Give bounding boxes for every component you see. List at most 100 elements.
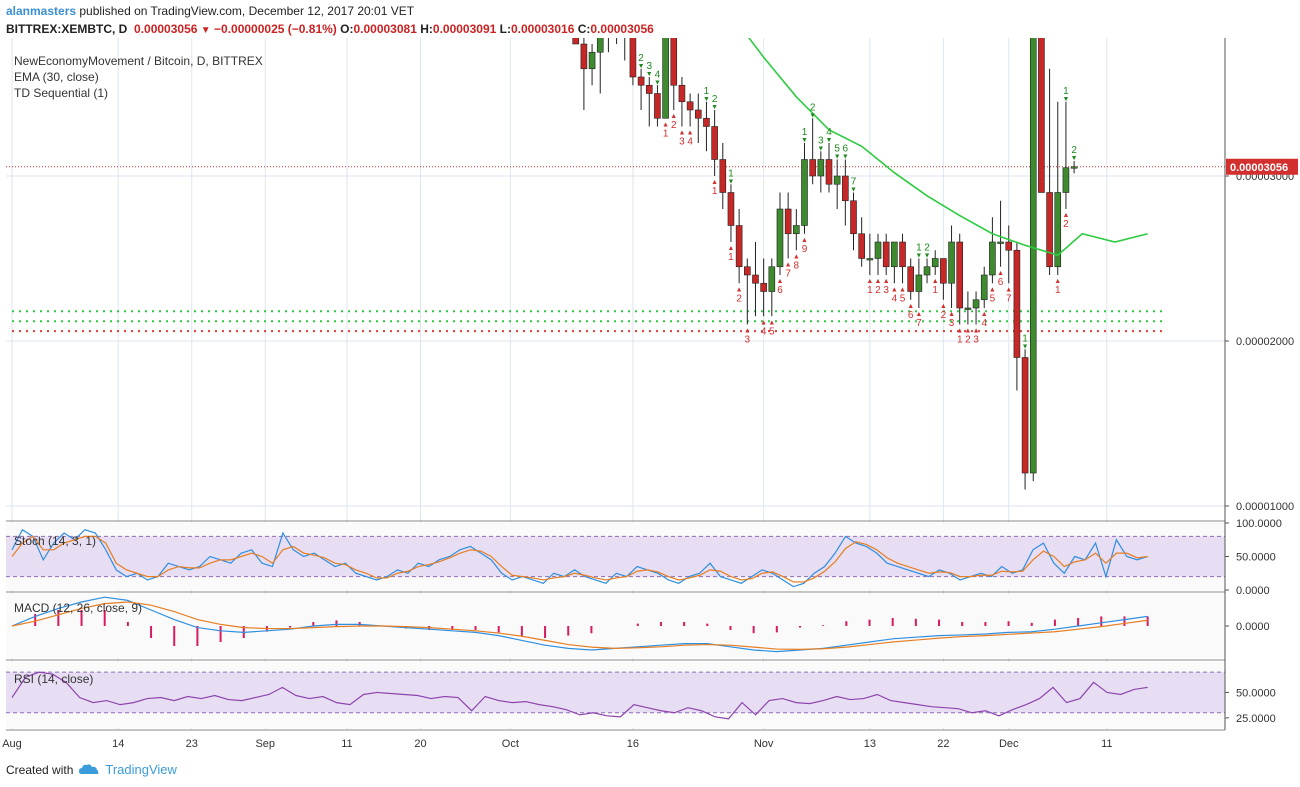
td-count-up: 3: [646, 61, 652, 72]
candle-body: [972, 299, 980, 309]
td-arrow-up-icon: ▲: [915, 311, 922, 318]
td-count-down: 3: [883, 285, 889, 296]
td-count-down: 2: [965, 335, 971, 346]
td-count-down: 1: [712, 186, 718, 197]
td-arrow-up-icon: ▲: [785, 262, 792, 269]
low-label: L:: [499, 22, 511, 36]
td-count-up: 1: [1022, 333, 1028, 344]
td-count-down: 4: [981, 318, 987, 329]
td-arrow-down-icon: ▼: [809, 112, 816, 119]
td-count-up: 1: [728, 168, 734, 179]
support-resistance-levels: [6, 166, 1225, 333]
td-arrow-down-icon: ▼: [915, 253, 922, 260]
td-count-up: 3: [818, 135, 824, 146]
ema-line: [748, 38, 1148, 257]
td-count-down: 9: [548, 38, 554, 40]
td-arrow-down-icon: ▼: [727, 178, 734, 185]
author-link[interactable]: alanmasters: [6, 4, 77, 18]
last-price: 0.00003056: [134, 22, 198, 36]
candle-body: [882, 241, 890, 268]
x-tick-label: 14: [112, 738, 124, 750]
candle-body: [686, 101, 694, 111]
candle-body: [931, 258, 939, 268]
ema-legend: EMA (30, close): [14, 70, 99, 84]
td-arrow-down-icon: ▼: [834, 154, 841, 161]
td-arrow-down-icon: ▼: [646, 71, 653, 78]
td-count-down: 7: [916, 318, 922, 329]
td-arrow-up-icon: ▲: [883, 278, 890, 285]
candle-body: [588, 51, 596, 70]
candle-body: [670, 38, 678, 86]
td-count-down: 9: [802, 244, 808, 255]
td-arrow-up-icon: ▲: [801, 237, 808, 244]
candle-body: [1021, 357, 1029, 474]
x-tick-label: Aug: [2, 738, 22, 750]
td-count-down: 3: [949, 318, 955, 329]
candle-body: [662, 38, 669, 119]
td-count-down: 1: [1055, 285, 1061, 296]
footer: Created with TradingView: [6, 762, 177, 777]
tradingview-link[interactable]: TradingView: [105, 762, 177, 777]
td-count-down: 1: [957, 335, 963, 346]
td-count-down: 5: [769, 326, 775, 337]
legends: NewEconomyMovement / Bitcoin, D, BITTREX…: [14, 54, 263, 686]
td-count-down: 1: [663, 128, 669, 139]
y-tick-label: 50.0000: [1236, 687, 1276, 699]
td-count-up: 2: [924, 243, 930, 254]
candle-body: [645, 84, 653, 94]
y-tick-label: 0.0000: [1236, 585, 1270, 597]
td-count-down: 3: [745, 335, 751, 346]
td-arrow-down-icon: ▼: [817, 145, 824, 152]
td-arrow-up-icon: ▲: [736, 286, 743, 293]
last-price-label: 0.00003056: [1230, 162, 1288, 174]
candle-body: [694, 109, 702, 119]
candle-body: [858, 233, 865, 259]
td-count-down: 2: [875, 285, 881, 296]
td-count-down: 1: [728, 252, 734, 263]
candle-body: [760, 282, 767, 292]
candle-body: [580, 43, 588, 70]
candle-body: [866, 258, 874, 261]
candle-body: [1029, 38, 1037, 474]
td-count-down: 2: [941, 310, 947, 321]
candle-body: [1005, 241, 1013, 251]
chart-canvas[interactable]: 1 ▼2 ▼3 ▼4 ▼5 ▼1 ▼1 ▼2 ▼9 ▼1 ▼2 ▼1 ▼2 ▼3…: [0, 38, 1300, 756]
td-arrow-down-icon: ▼: [638, 63, 645, 70]
ohlc-line: BITTREX:XEMBTC, D 0.00003056 ▼ −0.000000…: [6, 22, 654, 36]
indicator-panels: [6, 523, 1225, 728]
candle-body: [948, 241, 955, 284]
candle-body: [719, 159, 727, 193]
td-arrow-up-icon: ▲: [777, 278, 784, 285]
candle-body: [907, 266, 915, 292]
td-arrow-down-icon: ▼: [1022, 343, 1029, 350]
indicator-line: [11, 601, 1148, 650]
td-count-up: 1: [1063, 86, 1069, 97]
td-count-down: 2: [1063, 219, 1069, 230]
candle-body: [654, 93, 661, 119]
y-tick-label: 25.0000: [1236, 713, 1276, 725]
candle-body: [801, 159, 808, 226]
rsi-title: RSI (14, close): [14, 672, 93, 686]
td-arrow-up-icon: ▲: [727, 245, 734, 252]
td-arrow-up-icon: ▲: [899, 286, 906, 293]
td-arrow-up-icon: ▲: [907, 303, 914, 310]
td-count-up: 2: [712, 94, 718, 105]
macd-title: MACD (12, 26, close, 9): [14, 601, 142, 615]
td-count-down: 3: [973, 335, 979, 346]
indicator-line: [11, 671, 1148, 720]
candle-body: [980, 274, 988, 301]
td-arrow-up-icon: ▲: [662, 121, 669, 128]
x-tick-label: 13: [864, 738, 876, 750]
candle-body: [964, 307, 972, 310]
candles[interactable]: [9, 38, 1078, 490]
td-count-down: 2: [736, 293, 742, 304]
candle-body: [809, 159, 816, 177]
candle-body: [891, 241, 898, 268]
indicator-line: [11, 535, 1148, 583]
td-count-up: 2: [638, 53, 644, 64]
td-count-down: 4: [761, 326, 767, 337]
y-tick-label: 0.0000: [1236, 621, 1270, 633]
td-count-up: 6: [843, 144, 849, 155]
down-triangle-icon: ▼: [200, 25, 211, 36]
candle-body: [752, 274, 759, 284]
